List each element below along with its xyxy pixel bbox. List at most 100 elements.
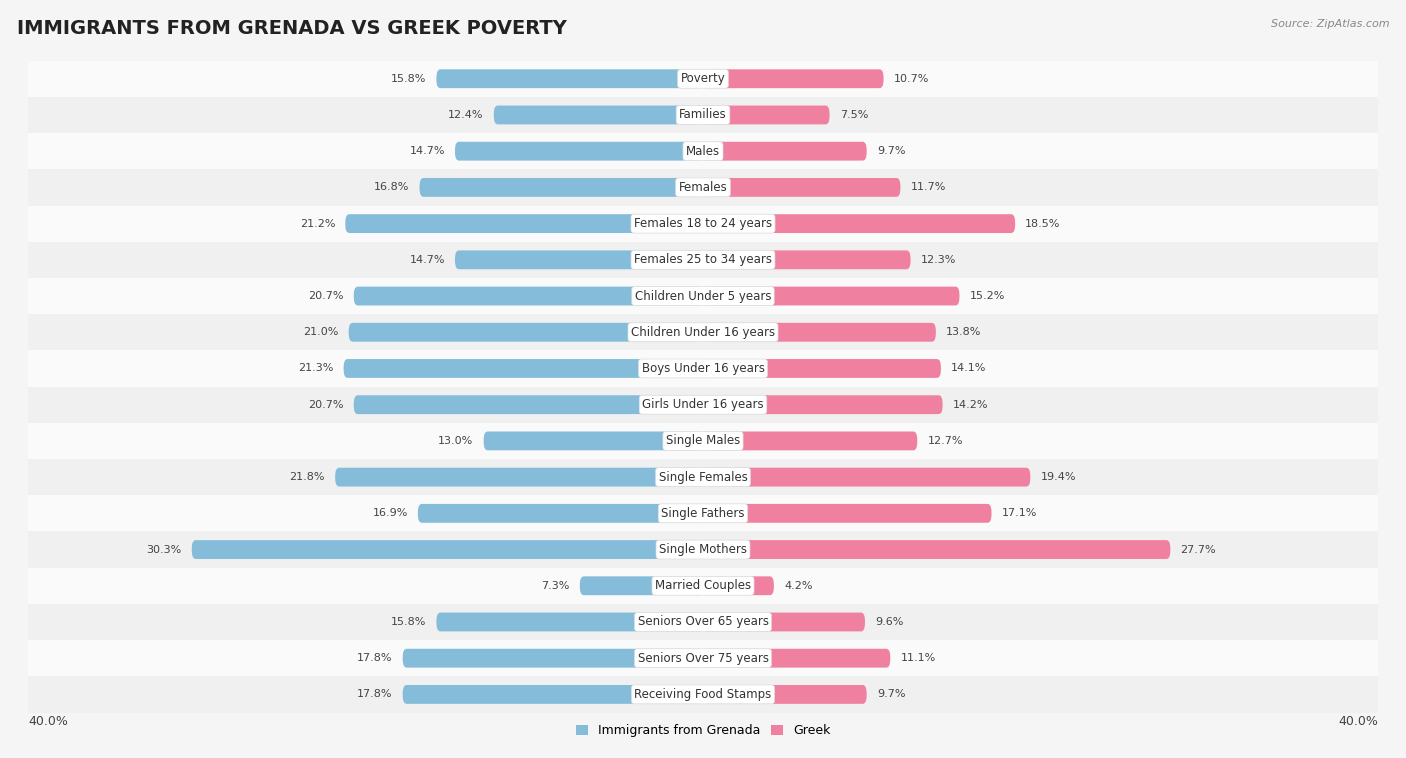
FancyBboxPatch shape <box>28 640 1378 676</box>
FancyBboxPatch shape <box>419 178 703 197</box>
FancyBboxPatch shape <box>703 323 936 342</box>
FancyBboxPatch shape <box>418 504 703 523</box>
Text: Females 18 to 24 years: Females 18 to 24 years <box>634 217 772 230</box>
Text: 13.0%: 13.0% <box>439 436 474 446</box>
Text: 14.2%: 14.2% <box>953 399 988 409</box>
FancyBboxPatch shape <box>456 250 703 269</box>
FancyBboxPatch shape <box>703 431 917 450</box>
Text: 9.7%: 9.7% <box>877 146 905 156</box>
FancyBboxPatch shape <box>335 468 703 487</box>
Legend: Immigrants from Grenada, Greek: Immigrants from Grenada, Greek <box>571 719 835 742</box>
Text: Single Mothers: Single Mothers <box>659 543 747 556</box>
Text: Children Under 5 years: Children Under 5 years <box>634 290 772 302</box>
Text: 13.8%: 13.8% <box>946 327 981 337</box>
Text: 17.8%: 17.8% <box>357 653 392 663</box>
FancyBboxPatch shape <box>28 205 1378 242</box>
Text: 15.2%: 15.2% <box>970 291 1005 301</box>
Text: 20.7%: 20.7% <box>308 399 343 409</box>
Text: 40.0%: 40.0% <box>28 716 67 728</box>
Text: 9.6%: 9.6% <box>875 617 904 627</box>
Text: Girls Under 16 years: Girls Under 16 years <box>643 398 763 411</box>
Text: Single Males: Single Males <box>666 434 740 447</box>
FancyBboxPatch shape <box>28 350 1378 387</box>
FancyBboxPatch shape <box>703 250 911 269</box>
FancyBboxPatch shape <box>456 142 703 161</box>
FancyBboxPatch shape <box>703 468 1031 487</box>
FancyBboxPatch shape <box>28 495 1378 531</box>
FancyBboxPatch shape <box>402 649 703 668</box>
Text: 9.7%: 9.7% <box>877 690 905 700</box>
Text: Males: Males <box>686 145 720 158</box>
Text: 11.7%: 11.7% <box>911 183 946 193</box>
Text: Single Females: Single Females <box>658 471 748 484</box>
FancyBboxPatch shape <box>28 387 1378 423</box>
FancyBboxPatch shape <box>28 531 1378 568</box>
FancyBboxPatch shape <box>436 69 703 88</box>
FancyBboxPatch shape <box>28 459 1378 495</box>
FancyBboxPatch shape <box>579 576 703 595</box>
FancyBboxPatch shape <box>703 215 1015 233</box>
Text: Boys Under 16 years: Boys Under 16 years <box>641 362 765 375</box>
Text: 15.8%: 15.8% <box>391 74 426 83</box>
FancyBboxPatch shape <box>349 323 703 342</box>
Text: 14.7%: 14.7% <box>409 255 444 265</box>
Text: IMMIGRANTS FROM GRENADA VS GREEK POVERTY: IMMIGRANTS FROM GRENADA VS GREEK POVERTY <box>17 19 567 38</box>
FancyBboxPatch shape <box>484 431 703 450</box>
Text: 27.7%: 27.7% <box>1181 544 1216 555</box>
FancyBboxPatch shape <box>28 423 1378 459</box>
FancyBboxPatch shape <box>703 287 959 305</box>
Text: Families: Families <box>679 108 727 121</box>
FancyBboxPatch shape <box>28 242 1378 278</box>
FancyBboxPatch shape <box>703 359 941 378</box>
Text: Receiving Food Stamps: Receiving Food Stamps <box>634 688 772 701</box>
Text: Married Couples: Married Couples <box>655 579 751 592</box>
Text: 21.2%: 21.2% <box>299 218 335 229</box>
Text: 11.1%: 11.1% <box>900 653 935 663</box>
Text: Females 25 to 34 years: Females 25 to 34 years <box>634 253 772 266</box>
Text: Poverty: Poverty <box>681 72 725 85</box>
Text: 4.2%: 4.2% <box>785 581 813 590</box>
FancyBboxPatch shape <box>703 576 773 595</box>
FancyBboxPatch shape <box>703 685 866 704</box>
Text: 7.3%: 7.3% <box>541 581 569 590</box>
Text: 15.8%: 15.8% <box>391 617 426 627</box>
Text: 17.8%: 17.8% <box>357 690 392 700</box>
Text: Seniors Over 75 years: Seniors Over 75 years <box>637 652 769 665</box>
Text: 14.1%: 14.1% <box>950 364 987 374</box>
FancyBboxPatch shape <box>703 178 900 197</box>
Text: 21.8%: 21.8% <box>290 472 325 482</box>
FancyBboxPatch shape <box>703 105 830 124</box>
Text: 12.7%: 12.7% <box>928 436 963 446</box>
Text: Source: ZipAtlas.com: Source: ZipAtlas.com <box>1271 19 1389 29</box>
Text: 18.5%: 18.5% <box>1025 218 1060 229</box>
FancyBboxPatch shape <box>703 540 1170 559</box>
Text: 7.5%: 7.5% <box>839 110 868 120</box>
FancyBboxPatch shape <box>354 287 703 305</box>
FancyBboxPatch shape <box>28 61 1378 97</box>
FancyBboxPatch shape <box>28 604 1378 640</box>
Text: 30.3%: 30.3% <box>146 544 181 555</box>
Text: 10.7%: 10.7% <box>894 74 929 83</box>
FancyBboxPatch shape <box>354 395 703 414</box>
FancyBboxPatch shape <box>28 314 1378 350</box>
Text: 21.3%: 21.3% <box>298 364 333 374</box>
Text: Females: Females <box>679 181 727 194</box>
FancyBboxPatch shape <box>28 278 1378 314</box>
Text: Single Fathers: Single Fathers <box>661 507 745 520</box>
FancyBboxPatch shape <box>703 504 991 523</box>
FancyBboxPatch shape <box>28 133 1378 169</box>
Text: 20.7%: 20.7% <box>308 291 343 301</box>
FancyBboxPatch shape <box>703 69 883 88</box>
FancyBboxPatch shape <box>703 395 942 414</box>
FancyBboxPatch shape <box>436 612 703 631</box>
FancyBboxPatch shape <box>402 685 703 704</box>
FancyBboxPatch shape <box>343 359 703 378</box>
Text: 40.0%: 40.0% <box>1339 716 1378 728</box>
FancyBboxPatch shape <box>28 568 1378 604</box>
FancyBboxPatch shape <box>346 215 703 233</box>
Text: 16.9%: 16.9% <box>373 509 408 518</box>
Text: 21.0%: 21.0% <box>304 327 339 337</box>
Text: 12.3%: 12.3% <box>921 255 956 265</box>
Text: 19.4%: 19.4% <box>1040 472 1076 482</box>
Text: 17.1%: 17.1% <box>1001 509 1038 518</box>
